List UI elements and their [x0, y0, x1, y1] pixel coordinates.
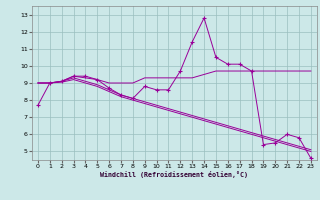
X-axis label: Windchill (Refroidissement éolien,°C): Windchill (Refroidissement éolien,°C) — [100, 171, 248, 178]
